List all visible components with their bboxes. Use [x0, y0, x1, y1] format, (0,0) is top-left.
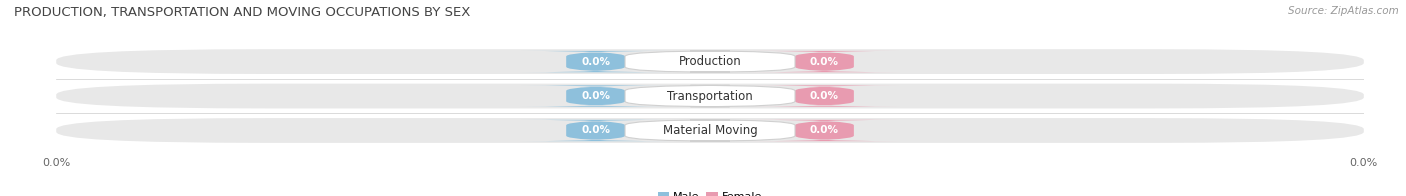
Text: 0.0%: 0.0% — [810, 125, 839, 135]
Text: Production: Production — [679, 55, 741, 68]
Text: Source: ZipAtlas.com: Source: ZipAtlas.com — [1288, 6, 1399, 16]
FancyBboxPatch shape — [520, 85, 671, 107]
FancyBboxPatch shape — [520, 51, 671, 72]
Text: Transportation: Transportation — [668, 90, 752, 103]
FancyBboxPatch shape — [56, 49, 1364, 74]
FancyBboxPatch shape — [626, 85, 794, 107]
Text: 0.0%: 0.0% — [810, 57, 839, 67]
FancyBboxPatch shape — [56, 118, 1364, 143]
FancyBboxPatch shape — [626, 51, 794, 72]
FancyBboxPatch shape — [626, 120, 794, 141]
Text: 0.0%: 0.0% — [581, 125, 610, 135]
Legend: Male, Female: Male, Female — [654, 187, 766, 196]
FancyBboxPatch shape — [749, 120, 900, 141]
FancyBboxPatch shape — [749, 51, 900, 72]
Text: 0.0%: 0.0% — [810, 91, 839, 101]
FancyBboxPatch shape — [56, 84, 1364, 108]
Text: 0.0%: 0.0% — [581, 57, 610, 67]
FancyBboxPatch shape — [520, 120, 671, 141]
FancyBboxPatch shape — [749, 85, 900, 107]
Text: PRODUCTION, TRANSPORTATION AND MOVING OCCUPATIONS BY SEX: PRODUCTION, TRANSPORTATION AND MOVING OC… — [14, 6, 471, 19]
Text: 0.0%: 0.0% — [581, 91, 610, 101]
Text: Material Moving: Material Moving — [662, 124, 758, 137]
